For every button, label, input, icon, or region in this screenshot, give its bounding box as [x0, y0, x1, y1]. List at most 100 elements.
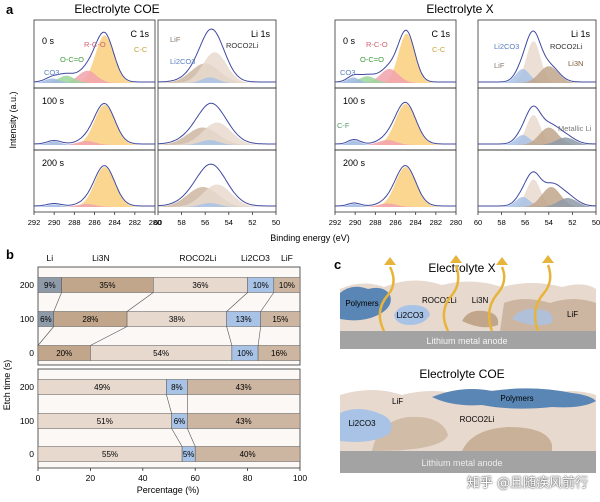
x-tick-label: 286 — [389, 218, 402, 227]
bar-segment — [260, 311, 301, 327]
x-tick-label: 20 — [86, 473, 96, 483]
fit-component — [335, 203, 456, 207]
etch-time-tick: 100 — [20, 314, 34, 324]
bar-segment — [187, 413, 301, 429]
spectrum-title-0: C 1s — [130, 29, 149, 39]
bar-value-label: 28% — [82, 315, 98, 324]
composition-header: Li3N — [92, 253, 109, 263]
b-x-axis-label: Percentage (%) — [137, 485, 200, 495]
connector-line — [257, 326, 261, 346]
spectrum-envelope — [157, 163, 276, 207]
fit-component — [335, 140, 456, 145]
fit-component — [478, 179, 596, 207]
x-tick-label: 52 — [568, 218, 576, 227]
schematic-coe-title: Electrolyte COE — [419, 367, 504, 381]
panel-b: b Etch time (s) Percentage (%) Li Li3N ROC… — [0, 245, 312, 497]
spectrum-title-3: Li 1s — [571, 29, 591, 39]
peak-label: C-F — [337, 121, 350, 130]
fit-component — [478, 137, 596, 145]
peak-label: Li2CO3 — [494, 42, 519, 51]
fit-component — [478, 198, 596, 207]
x-tick-label: 286 — [88, 218, 101, 227]
fit-component — [335, 69, 456, 83]
bar-value-label: 49% — [94, 383, 110, 392]
x-tick-label: 282 — [430, 218, 443, 227]
x-tick-label: 80 — [243, 473, 253, 483]
group-title-coe: Electrolyte COE — [74, 2, 159, 16]
x-tick-label: 280 — [450, 218, 463, 227]
bar-value-label: 43% — [236, 383, 252, 392]
fit-component — [34, 204, 155, 207]
b-y-axis-label: Etch time (s) — [2, 360, 12, 411]
bar-segment — [257, 345, 301, 361]
peak-label: Li2CO3 — [170, 57, 195, 66]
li-ion-arrows — [378, 264, 552, 332]
spectrum-envelope — [478, 30, 596, 83]
x-tick-label: 280 — [149, 218, 162, 227]
bar-value-label: 10% — [253, 281, 269, 290]
connector-line — [226, 292, 248, 312]
spectrum-envelope — [335, 164, 456, 207]
fit-component — [335, 204, 456, 207]
label-li2co3-coe: Li2CO3 — [348, 419, 376, 428]
spectrum-envelope — [334, 101, 456, 145]
x-axis-label: Binding energy (eV) — [270, 233, 350, 243]
peak-label: O-C=O — [360, 55, 384, 64]
panel-c-figure: c Electrolyte X Lithium metal anode Poly… — [334, 255, 596, 473]
spectrum-title-1: Li 1s — [251, 29, 271, 39]
label-polymers-coe: Polymers — [500, 394, 533, 403]
li2co3-grain-coe — [340, 409, 392, 442]
fit-component — [34, 167, 155, 207]
spectrum-envelope — [158, 28, 276, 83]
fit-component — [335, 76, 456, 83]
connector-line — [37, 326, 54, 346]
spectrum-envelope — [33, 31, 155, 83]
polymer-layer-coe — [432, 388, 596, 409]
connector-line — [53, 292, 62, 312]
label-roco2li-coe: ROCO2Li — [460, 415, 495, 424]
spectrum-envelope — [33, 165, 155, 207]
spectrum-envelope — [478, 105, 597, 145]
etch-time-tick: 100 — [20, 416, 34, 426]
x-tick-label: 58 — [177, 218, 185, 227]
x-tick-label: 0 — [36, 473, 41, 483]
x-tick-label: 56 — [201, 218, 209, 227]
peak-label: C-C — [134, 45, 148, 54]
bar-value-label: 51% — [97, 417, 113, 426]
connector-line — [126, 292, 154, 312]
bar-value-label: 5% — [183, 450, 195, 459]
watermark: 知乎 @且随疾风前行 — [466, 476, 588, 491]
x-tick-label: 40 — [138, 473, 148, 483]
anode-label-x: Lithium metal anode — [426, 336, 507, 346]
peak-label: R-C-O — [84, 40, 106, 49]
x-tick-label: 54 — [225, 218, 233, 227]
peak-label: R-C-O — [366, 40, 388, 49]
li-ion-arrowhead-2 — [450, 255, 462, 263]
fit-component — [34, 204, 155, 207]
anode-layer-x — [340, 331, 596, 349]
fit-component — [34, 70, 155, 83]
bar-segment — [273, 277, 301, 293]
anode-layer-coe — [340, 451, 596, 473]
connector-line — [187, 428, 196, 447]
panel-b-letter: b — [6, 247, 14, 262]
label-lif-x: LiF — [567, 310, 578, 319]
panel-c: c Electrolyte X Lithium metal anode Poly… — [312, 245, 600, 497]
bar-value-label: 6% — [174, 417, 186, 426]
connector-line — [226, 326, 233, 346]
label-roco2li-x: ROCO2Li — [422, 296, 457, 305]
li2co3-grain-x2 — [512, 308, 553, 326]
fit-component — [158, 184, 276, 207]
peak-label: O-C=O — [60, 55, 84, 64]
fit-component — [335, 77, 456, 83]
x-tick-label: 290 — [48, 218, 61, 227]
fit-component — [478, 66, 596, 83]
peak-label: ROCO2Li — [226, 41, 259, 50]
peak-label: C-C — [432, 45, 446, 54]
fit-component — [34, 78, 155, 83]
etch-time-tick: 200 — [20, 382, 34, 392]
group-title-x: Electrolyte X — [426, 2, 493, 16]
x-tick-label: 284 — [409, 218, 422, 227]
y-axis-label: Intensity (a.u.) — [8, 91, 18, 148]
label-lif-coe: LiF — [392, 397, 403, 406]
